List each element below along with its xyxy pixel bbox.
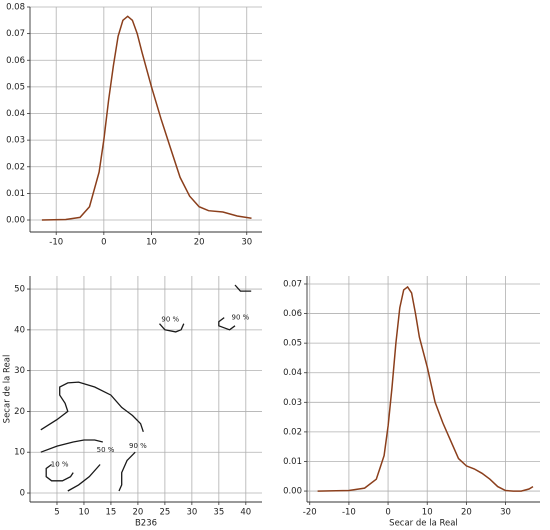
x-tick-label: 30 [500, 508, 511, 518]
y-tick-label: 0.07 [6, 29, 25, 39]
y-tick-label: 0.04 [283, 368, 302, 378]
subplot: -10 0 10 20 30 0.00 0.01 0.02 0.03 0.04 0.05 0.06 0.… [6, 3, 262, 248]
subplot: -20 -10 0 10 20 30 0.00 0.01 0.02 0.03 0.04 0.05 0.0… [283, 276, 540, 529]
contour-line [45, 463, 74, 482]
subplot: 5 10 15 20 25 30 35 40 0 10 20 30 40 50 B236 Secar de l… [3, 276, 262, 529]
x-tick-label: 25 [159, 508, 170, 518]
x-tick-label: 10 [422, 508, 433, 518]
x-axis-label: B236 [135, 519, 157, 529]
y-tick-label: 0.00 [283, 487, 302, 497]
x-tick-label: -10 [49, 238, 63, 248]
x-tick-label: 0 [385, 508, 390, 518]
contour-line [159, 323, 185, 333]
contour-label: 90 % [232, 314, 250, 322]
contour-line [40, 439, 103, 453]
x-tick-label: 5 [54, 508, 59, 518]
contour-line [218, 317, 236, 331]
x-axis-label: Secar de la Real [389, 519, 458, 529]
x-tick-label: 35 [213, 508, 224, 518]
contour-line [40, 381, 144, 433]
x-tick-label: 10 [79, 508, 90, 518]
y-tick-label: 40 [14, 325, 25, 335]
y-tick-label: 0.01 [283, 457, 302, 467]
y-tick-label: 0.05 [6, 82, 25, 92]
y-axis-label: Secar de la Real [3, 355, 13, 424]
contour-label: 90 % [161, 316, 179, 324]
y-tick-label: 0.06 [283, 309, 302, 319]
x-tick-label: 15 [106, 508, 117, 518]
contour-line [234, 284, 252, 292]
y-tick-label: 0.02 [6, 162, 25, 172]
y-tick-label: 20 [14, 407, 25, 417]
y-tick-label: 30 [14, 366, 25, 376]
y-tick-label: 0.05 [283, 339, 302, 349]
x-tick-label: 20 [132, 508, 143, 518]
x-tick-label: -10 [342, 508, 356, 518]
y-tick-label: 0.04 [6, 109, 25, 119]
y-tick-label: 0.03 [6, 136, 25, 146]
x-tick-label: 10 [146, 238, 157, 248]
y-tick-label: 0.01 [6, 189, 25, 199]
contour-label: 90 % [129, 442, 147, 450]
kde-line [317, 285, 534, 492]
y-tick-label: 0.06 [6, 56, 25, 66]
y-tick-label: 0.00 [6, 216, 25, 226]
contour-label: 10 % [51, 460, 69, 468]
y-tick-label: 0.03 [283, 398, 302, 408]
contour-label: 50 % [97, 446, 115, 454]
x-tick-label: 30 [241, 238, 252, 248]
x-tick-label: 0 [101, 238, 106, 248]
y-tick-label: 0 [20, 489, 25, 499]
x-tick-label: -20 [303, 508, 317, 518]
y-tick-label: 0.08 [6, 3, 25, 13]
contour-line [67, 464, 101, 492]
contour-line [118, 451, 136, 492]
y-tick-label: 0.07 [283, 279, 302, 289]
x-tick-label: 40 [240, 508, 251, 518]
kde-line [41, 15, 252, 221]
x-tick-label: 20 [194, 238, 205, 248]
x-tick-label: 30 [186, 508, 197, 518]
y-tick-label: 10 [14, 448, 25, 458]
x-tick-label: 20 [461, 508, 472, 518]
y-tick-label: 50 [14, 285, 25, 295]
y-tick-label: 0.02 [283, 427, 302, 437]
